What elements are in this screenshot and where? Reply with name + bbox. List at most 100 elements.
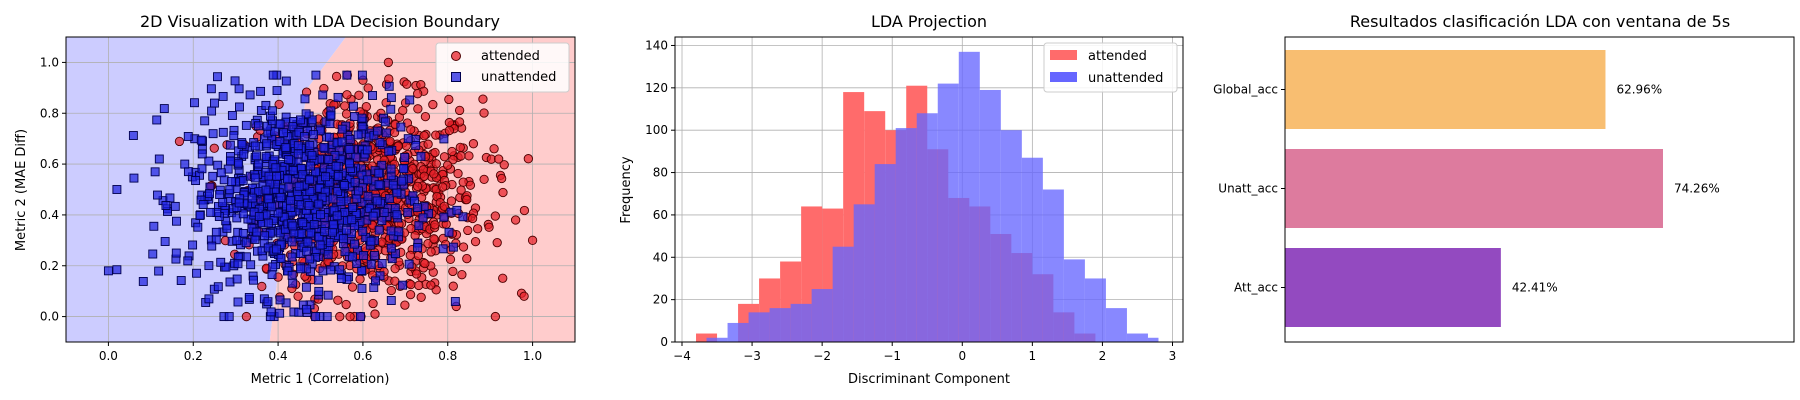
point-unattended xyxy=(263,297,273,307)
point-unattended xyxy=(288,278,298,288)
point-unattended xyxy=(129,173,139,183)
point-attended xyxy=(355,274,365,284)
point-unattended xyxy=(233,297,243,307)
point-unattended xyxy=(362,145,372,155)
point-attended xyxy=(498,187,508,198)
point-unattended xyxy=(267,202,277,212)
point-attended xyxy=(464,151,474,161)
point-attended xyxy=(510,215,521,225)
hist-bar-unattended xyxy=(1063,259,1085,342)
point-unattended xyxy=(303,237,313,247)
point-attended xyxy=(274,99,284,110)
point-attended xyxy=(498,273,508,283)
point-attended xyxy=(445,254,456,265)
point-attended xyxy=(448,155,458,165)
point-unattended xyxy=(254,212,264,221)
category-label: Att_acc xyxy=(1234,281,1278,295)
point-unattended xyxy=(352,194,362,204)
point-unattended xyxy=(287,252,297,262)
point-unattended xyxy=(225,185,235,195)
bar-unatt-acc xyxy=(1285,149,1663,228)
point-unattended xyxy=(250,173,260,183)
point-attended xyxy=(341,109,352,119)
point-unattended xyxy=(238,229,248,238)
point-unattended xyxy=(350,177,360,187)
point-unattended xyxy=(374,168,384,178)
point-attended xyxy=(438,182,448,192)
point-unattended xyxy=(272,171,281,181)
point-attended xyxy=(241,311,252,322)
point-attended xyxy=(490,311,501,322)
point-attended xyxy=(448,266,458,277)
point-unattended xyxy=(284,155,294,164)
x-tick-label: 2 xyxy=(1099,349,1107,363)
legend-marker-unattended xyxy=(451,72,461,82)
point-unattended xyxy=(176,276,186,285)
accuracy-panel: Resultados clasificación LDA con ventana… xyxy=(1213,12,1795,343)
point-unattended xyxy=(206,84,216,94)
point-attended xyxy=(458,242,469,252)
point-unattended xyxy=(320,227,330,236)
point-unattended xyxy=(256,86,266,96)
point-unattended xyxy=(386,226,396,236)
point-unattended xyxy=(339,234,349,244)
point-unattended xyxy=(261,152,271,162)
point-unattended xyxy=(230,76,240,86)
y-tick-label: 120 xyxy=(645,81,668,95)
point-attended xyxy=(489,144,499,154)
point-unattended xyxy=(372,196,382,206)
point-unattended xyxy=(213,160,223,170)
point-attended xyxy=(416,292,426,302)
point-unattended xyxy=(305,161,315,171)
point-unattended xyxy=(301,109,311,119)
point-unattended xyxy=(377,259,387,268)
point-unattended xyxy=(227,177,237,186)
point-unattended xyxy=(348,101,358,111)
point-unattended xyxy=(246,260,256,270)
hist-bar-unattended xyxy=(1147,337,1159,342)
hist-legend-label-unattended: unattended xyxy=(1088,71,1163,86)
point-unattended xyxy=(221,262,231,272)
point-attended xyxy=(523,154,533,164)
point-unattended xyxy=(326,265,335,275)
point-unattended xyxy=(314,199,324,209)
point-unattended xyxy=(309,130,319,140)
point-unattended xyxy=(314,232,324,242)
hist-bar-unattended xyxy=(832,246,854,342)
point-unattended xyxy=(348,203,357,212)
hist-bar-unattended xyxy=(1084,278,1106,342)
point-unattended xyxy=(268,70,278,80)
point-attended xyxy=(454,117,465,127)
point-attended xyxy=(333,295,343,305)
hist-bar-unattended xyxy=(958,51,980,343)
hist-bar-unattended xyxy=(979,89,1001,342)
point-unattended xyxy=(234,198,244,208)
scatter-legend: attended unattended xyxy=(435,42,570,93)
point-unattended xyxy=(385,194,395,204)
point-attended xyxy=(390,263,400,274)
point-unattended xyxy=(298,170,308,180)
point-unattended xyxy=(196,135,206,145)
point-attended xyxy=(496,173,507,184)
x-tick-label: 1.0 xyxy=(523,349,542,363)
point-unattended xyxy=(275,295,285,305)
point-unattended xyxy=(225,140,235,150)
hist-bar-unattended xyxy=(874,164,896,342)
point-unattended xyxy=(335,265,345,275)
scatter-panel: 2D Visualization with LDA Decision Bound… xyxy=(14,12,576,387)
scatter-xlabel: Metric 1 (Correlation) xyxy=(251,372,390,387)
x-tick-label: 3 xyxy=(1169,349,1177,363)
point-unattended xyxy=(340,181,349,190)
point-unattended xyxy=(218,91,228,101)
point-attended xyxy=(386,285,396,296)
point-attended xyxy=(446,196,457,206)
x-tick-label: 0.2 xyxy=(184,349,203,363)
point-unattended xyxy=(154,154,164,164)
point-attended xyxy=(420,111,431,122)
point-attended xyxy=(413,89,423,99)
point-unattended xyxy=(374,225,384,235)
point-unattended xyxy=(205,189,214,199)
point-unattended xyxy=(250,141,260,151)
point-unattended xyxy=(403,207,413,217)
point-attended xyxy=(406,124,416,135)
